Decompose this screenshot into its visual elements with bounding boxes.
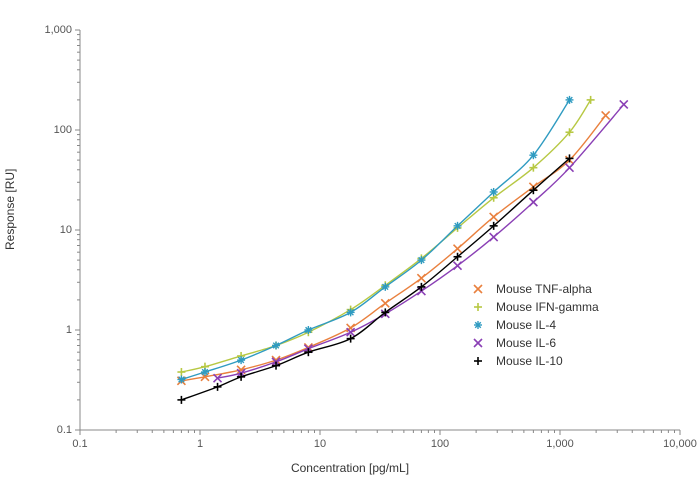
legend-item-ifn: Mouse IFN-gamma bbox=[470, 298, 599, 316]
legend-label: Mouse TNF-alpha bbox=[496, 282, 592, 296]
legend-item-il10: Mouse IL-10 bbox=[470, 352, 599, 370]
tick-label: 10 bbox=[60, 224, 72, 236]
x-axis-label: Concentration [pg/mL] bbox=[291, 461, 409, 475]
legend-label: Mouse IL-4 bbox=[496, 318, 556, 332]
legend: Mouse TNF-alpha Mouse IFN-gamma Mouse IL-4… bbox=[470, 280, 599, 370]
legend-item-il4: Mouse IL-4 bbox=[470, 316, 599, 334]
y-axis-label: Response [RU] bbox=[3, 169, 17, 250]
legend-marker-icon bbox=[470, 335, 486, 351]
tick-label: 1 bbox=[197, 438, 203, 450]
chart-svg bbox=[0, 0, 700, 500]
tick-label: 10,000 bbox=[663, 438, 697, 450]
legend-label: Mouse IL-10 bbox=[496, 354, 563, 368]
legend-marker-icon bbox=[470, 317, 486, 333]
tick-label: 1,000 bbox=[546, 438, 574, 450]
tick-label: 0.1 bbox=[72, 438, 87, 450]
tick-label: 1,000 bbox=[44, 24, 72, 36]
tick-label: 10 bbox=[314, 438, 326, 450]
legend-marker-icon bbox=[470, 299, 486, 315]
legend-marker-icon bbox=[470, 281, 486, 297]
legend-marker-icon bbox=[470, 353, 486, 369]
legend-item-il6: Mouse IL-6 bbox=[470, 334, 599, 352]
tick-label: 1 bbox=[66, 324, 72, 336]
legend-item-tnf: Mouse TNF-alpha bbox=[470, 280, 599, 298]
cytokine-standard-curve-chart: Response [RU] Concentration [pg/mL] 0.1 1… bbox=[0, 0, 700, 500]
legend-label: Mouse IFN-gamma bbox=[496, 300, 599, 314]
tick-label: 100 bbox=[431, 438, 449, 450]
tick-label: 100 bbox=[54, 124, 72, 136]
tick-label: 0.1 bbox=[57, 424, 72, 436]
legend-label: Mouse IL-6 bbox=[496, 336, 556, 350]
